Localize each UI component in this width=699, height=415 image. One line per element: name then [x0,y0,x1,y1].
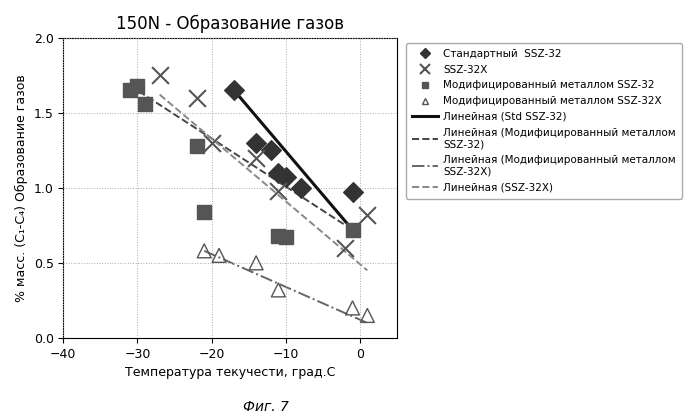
Point [273,287,284,293]
Point [139,100,150,107]
Point [124,87,136,93]
Point [273,188,284,194]
Y-axis label: % масс. (C₁-C₄) Образование газов: % масс. (C₁-C₄) Образование газов [15,74,28,302]
Point [250,139,261,146]
Point [266,147,277,154]
Point [192,142,203,149]
Point [250,259,261,266]
Point [362,312,373,319]
Point [206,139,217,146]
Point [213,252,224,259]
Point [347,305,358,311]
Point [132,82,143,89]
Legend: Стандартный  SSZ-32, SSZ-32X, Модифицированный металлом SSZ-32, Модифицированный: Стандартный SSZ-32, SSZ-32X, Модифициров… [405,43,682,199]
Point [229,87,240,93]
Point [295,184,306,191]
Point [280,174,291,181]
Point [347,189,358,195]
Title: 150N - Образование газов: 150N - Образование газов [116,15,344,33]
Point [362,212,373,218]
Point [347,227,358,233]
Point [340,244,351,251]
Point [192,94,203,101]
Point [199,208,210,215]
Point [273,169,284,176]
Point [199,247,210,254]
Text: Фиг. 7: Фиг. 7 [243,400,289,414]
Point [280,234,291,241]
Point [273,232,284,239]
X-axis label: Температура текучести, град.С: Температура текучести, град.С [125,366,336,379]
Point [250,154,261,161]
Point [154,72,166,78]
